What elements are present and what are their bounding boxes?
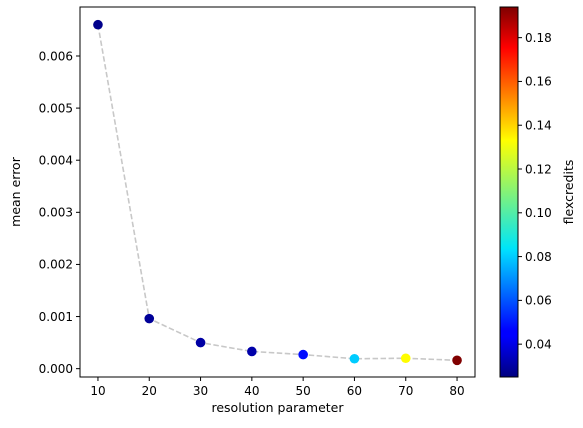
data-point	[298, 349, 308, 360]
colorbar-gradient	[500, 7, 518, 377]
data-point	[247, 346, 257, 357]
colorbar-label: flexcredits	[561, 160, 576, 225]
y-tick-label: 0.005	[39, 101, 73, 115]
data-point	[93, 19, 103, 30]
data-point	[195, 337, 206, 348]
series-line	[97, 24, 458, 362]
plot-frame	[79, 6, 476, 378]
y-axis: 0.000 0.001 0.002 0.003 0.004 0.005 0.006	[39, 49, 80, 376]
colorbar: 0.04 0.06 0.08 0.10 0.12 0.14 0.16 0.18 flexcre…	[499, 6, 576, 378]
colorbar-tick-label: 0.08	[525, 250, 552, 264]
colorbar-tick-label: 0.04	[525, 337, 552, 351]
x-tick-label: 70	[398, 384, 413, 398]
colorbar-tick-label: 0.12	[525, 162, 552, 176]
colorbar-tick-label: 0.14	[525, 119, 552, 133]
points-layer	[93, 19, 462, 366]
y-tick-label: 0.006	[39, 49, 73, 63]
y-tick-label: 0.004	[39, 154, 73, 168]
x-tick-label: 10	[90, 384, 105, 398]
colorbar-ticks: 0.04 0.06 0.08 0.10 0.12 0.14 0.16 0.18	[518, 31, 552, 351]
colorbar-frame	[499, 6, 519, 378]
colorbar-tick-label: 0.10	[525, 206, 552, 220]
x-tick-label: 80	[449, 384, 464, 398]
data-point	[144, 313, 155, 324]
x-tick-label: 50	[296, 384, 311, 398]
x-tick-label: 60	[347, 384, 362, 398]
y-tick-label: 0.001	[39, 310, 73, 324]
x-tick-label: 40	[244, 384, 259, 398]
x-axis-label: resolution parameter	[211, 400, 344, 415]
colorbar-tick-label: 0.06	[525, 294, 552, 308]
y-tick-label: 0.002	[39, 258, 73, 272]
x-axis: 10 20 30 40 50 60 70 80	[90, 377, 465, 398]
data-point	[349, 353, 360, 364]
series-line-layer	[97, 24, 458, 362]
colorbar-tick-label: 0.18	[525, 31, 552, 45]
data-point	[400, 353, 411, 364]
y-axis-label: mean error	[8, 156, 23, 227]
y-tick-label: 0.000	[39, 362, 73, 376]
plot-area	[79, 6, 476, 378]
y-tick-label: 0.003	[39, 206, 73, 220]
x-tick-label: 30	[193, 384, 208, 398]
x-tick-label: 20	[142, 384, 157, 398]
colorbar-tick-label: 0.16	[525, 75, 552, 89]
data-point	[452, 355, 462, 366]
